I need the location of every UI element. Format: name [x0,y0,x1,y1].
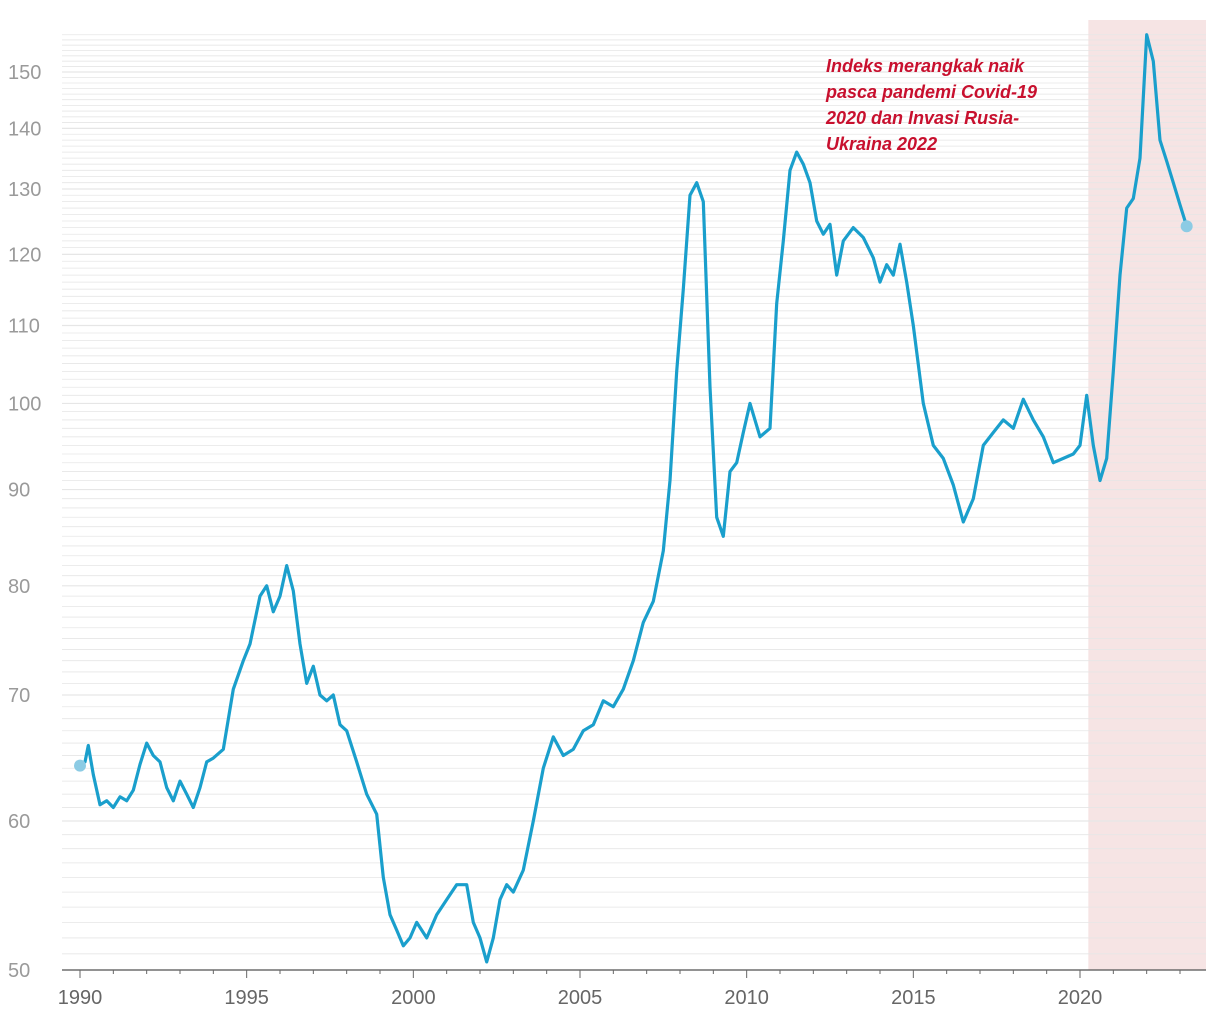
y-tick-label: 110 [8,316,40,338]
x-tick-label: 2005 [558,987,603,1009]
y-tick-label: 140 [8,118,41,140]
series-layer [74,33,1193,964]
y-tick-label: 130 [8,179,41,201]
annotation-text: Indeks merangkak naik pasca pandemi Covid… [825,56,1037,154]
y-tick-label: 50 [8,960,30,982]
highlight-band [1088,20,1206,970]
y-tick-label: 60 [8,811,30,833]
annotation-line: 2020 dan Invasi Rusia- [825,108,1019,128]
start-point-marker [74,759,86,772]
y-tick-label: 70 [8,685,30,707]
y-axis: 50 60 70 80 90 100 110 120 130 140 150 [8,62,41,982]
grid-layer [62,34,1206,971]
series-line [78,33,1189,964]
x-tick-label: 2020 [1058,987,1103,1009]
y-tick-label: 80 [8,576,30,598]
y-tick-label: 90 [8,480,30,502]
x-tick-label: 2010 [724,987,769,1009]
x-tick-label: 1990 [58,987,103,1009]
y-tick-label: 120 [8,244,41,266]
x-axis: 1990 1995 2000 2005 2010 2015 2020 [58,969,1206,1009]
y-tick-label: 100 [8,393,41,415]
annotation-line: pasca pandemi Covid-19 [825,82,1037,102]
end-point-marker [1180,220,1193,233]
annotation-line: Ukraina 2022 [826,134,937,154]
y-tick-label: 150 [8,62,41,84]
x-tick-label: 1995 [224,987,269,1009]
highlight-band-layer [1088,20,1206,970]
x-tick-label: 2000 [391,987,436,1009]
annotation-line: Indeks merangkak naik [826,56,1025,76]
x-tick-label: 2015 [891,987,936,1009]
